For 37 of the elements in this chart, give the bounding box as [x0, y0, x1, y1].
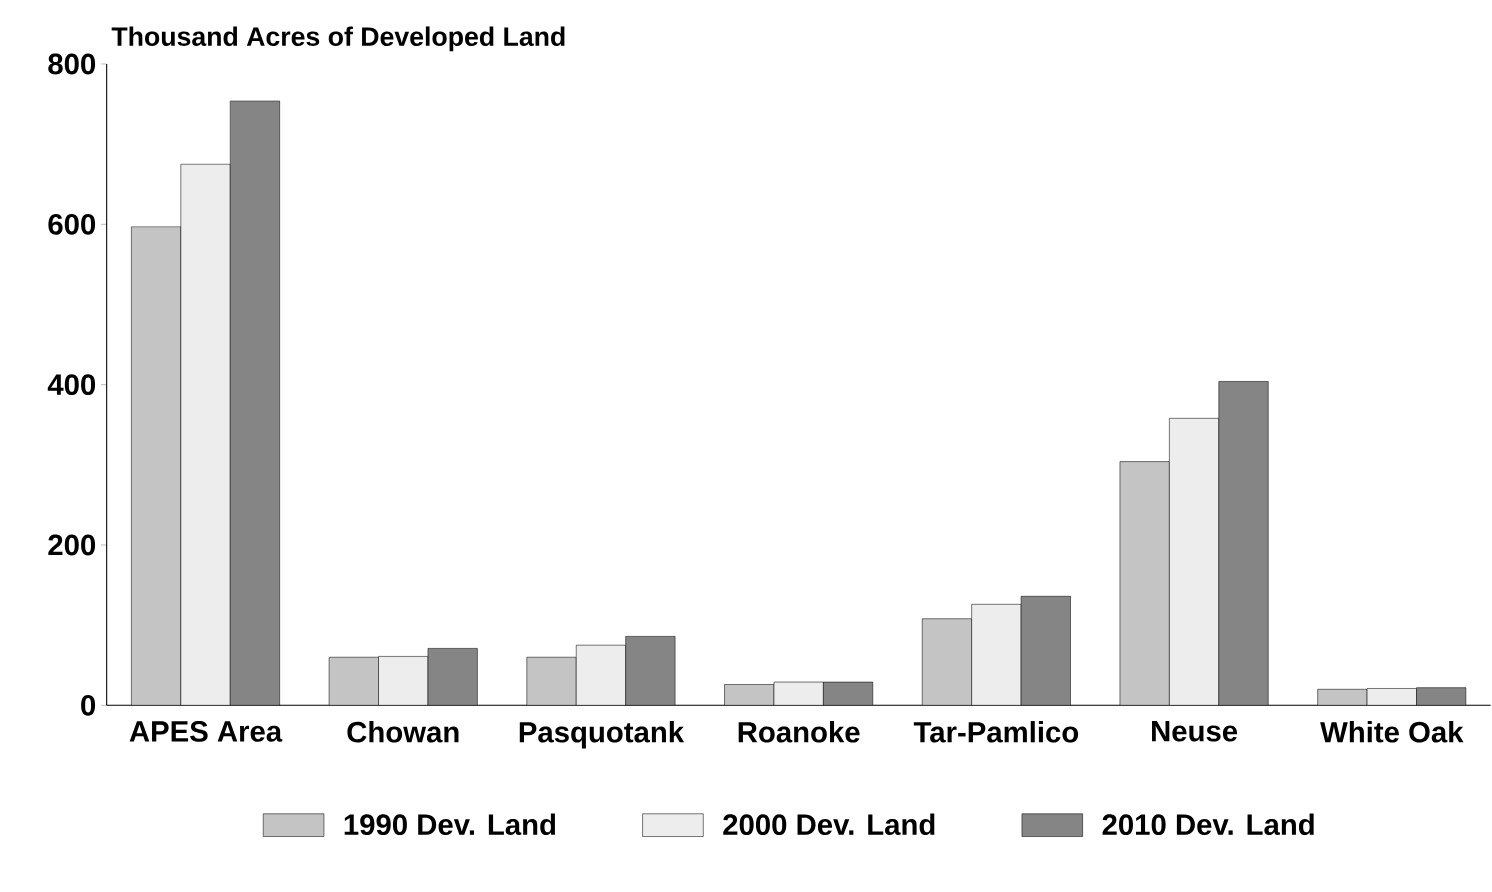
bar — [724, 684, 774, 706]
bar — [1021, 596, 1071, 706]
bar — [230, 100, 280, 706]
x-tick-label: Chowan — [347, 721, 459, 743]
y-tick-label: 200 — [48, 534, 96, 556]
bar — [427, 648, 478, 706]
legend-label: 2000 Dev. Land — [723, 813, 935, 836]
bar — [922, 618, 972, 706]
bar — [329, 657, 379, 706]
bar — [180, 164, 231, 706]
bar — [823, 682, 873, 706]
bar — [131, 226, 181, 706]
bar — [378, 656, 428, 706]
bar — [1317, 689, 1368, 706]
x-tick-label: APES Area — [129, 721, 283, 742]
x-tick-label: Roanoke — [738, 721, 860, 743]
y-axis-title: Thousand Acres of Developed Land — [111, 26, 565, 52]
bar — [625, 636, 676, 706]
bar — [1218, 381, 1269, 706]
x-tick-label: White Oak — [1320, 721, 1464, 743]
bar — [1366, 688, 1417, 706]
bar — [773, 682, 824, 706]
legend-label: 1990 Dev. Land — [344, 813, 556, 836]
bar — [1119, 461, 1170, 706]
x-tick-label: Tar-Pamlico — [913, 721, 1079, 743]
bar — [1416, 687, 1467, 706]
legend-label: 2010 Dev. Land — [1102, 813, 1314, 836]
bar — [526, 657, 577, 706]
y-tick-label: 600 — [48, 213, 96, 235]
y-tick-label: 800 — [48, 53, 96, 75]
y-tick-label: 0 — [81, 694, 96, 716]
x-tick-label: Pasquotank — [519, 721, 685, 749]
bar — [576, 645, 626, 706]
x-tick-label: Neuse — [1152, 721, 1238, 742]
bar — [971, 604, 1022, 706]
bar — [1169, 418, 1219, 706]
y-tick-label: 400 — [47, 374, 96, 396]
